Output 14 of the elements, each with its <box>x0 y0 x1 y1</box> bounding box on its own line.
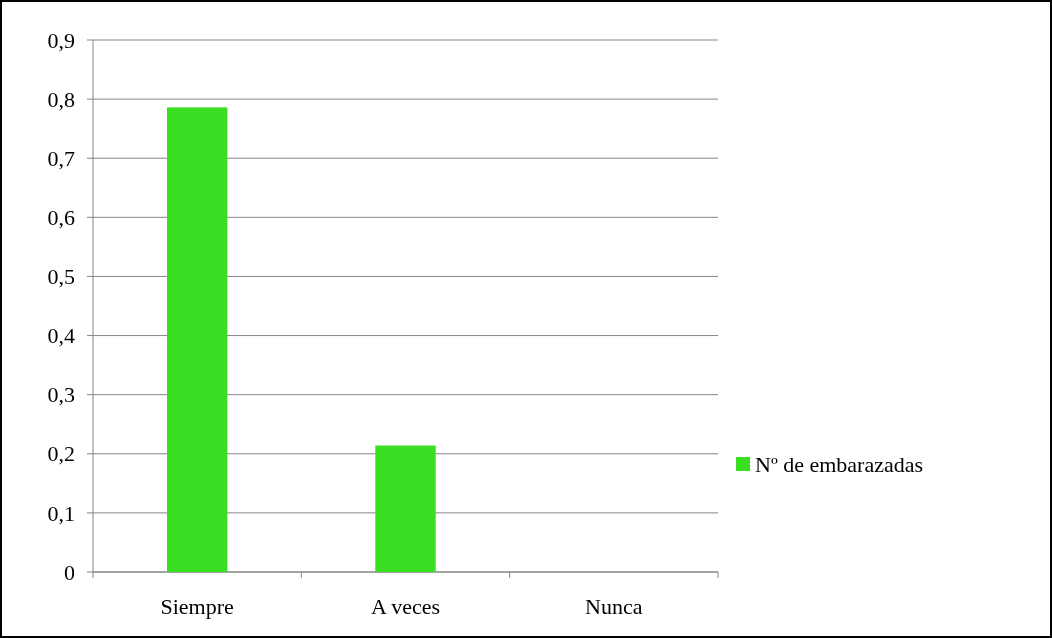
y-tick-label: 0 <box>64 559 75 585</box>
y-tick-label: 0,3 <box>47 382 75 408</box>
y-tick-label: 0,6 <box>47 205 75 231</box>
y-tick-label: 0,7 <box>47 145 75 171</box>
y-tick-label: 0,2 <box>47 441 75 467</box>
x-tick-label: Siempre <box>160 594 234 619</box>
y-tick-label: 0,4 <box>47 323 75 349</box>
y-tick-label: 0,9 <box>47 27 75 53</box>
legend-label: Nº de embarazadas <box>755 451 924 477</box>
y-tick-label: 0,1 <box>47 500 75 526</box>
x-tick-label: Nunca <box>585 594 643 619</box>
y-tick-label: 0,8 <box>47 86 75 112</box>
y-tick-label: 0,5 <box>47 264 75 290</box>
x-tick-label: A veces <box>370 594 441 619</box>
